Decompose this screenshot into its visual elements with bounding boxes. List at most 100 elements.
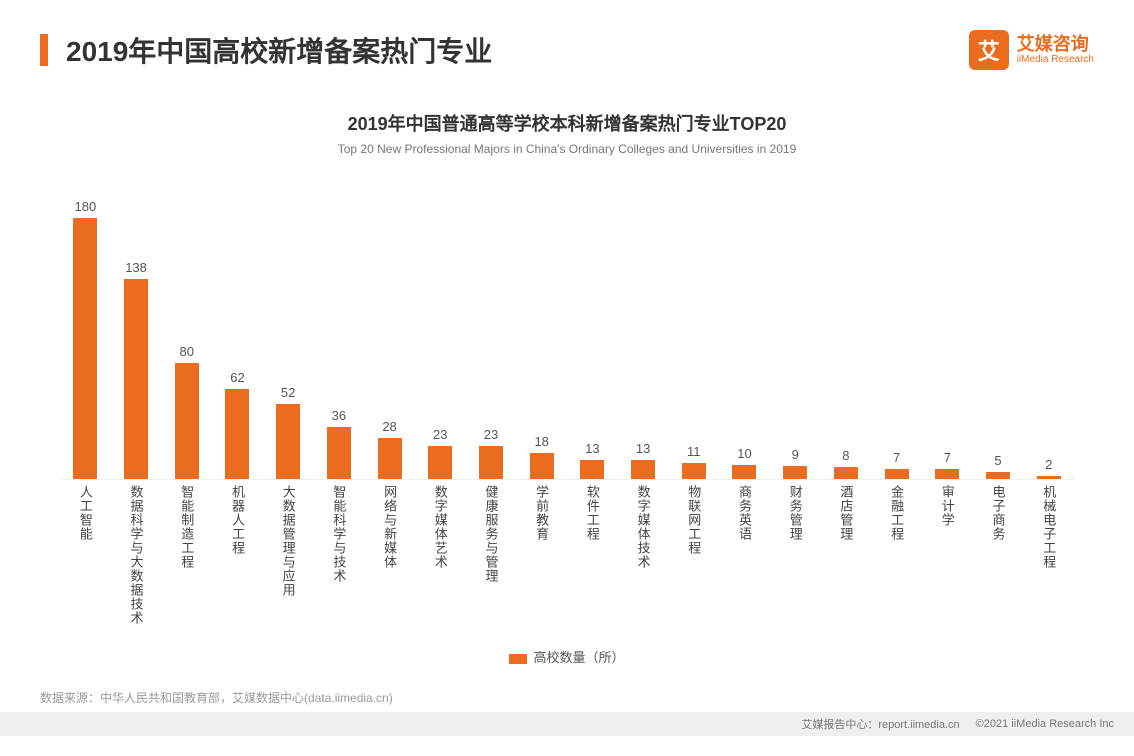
category-label: 数据科学与大数据技术 xyxy=(127,485,146,625)
category-label: 金融工程 xyxy=(887,485,906,625)
bar xyxy=(1037,476,1061,479)
bar-col: 138 xyxy=(111,260,162,479)
category-label: 数字媒体艺术 xyxy=(431,485,450,625)
label-col: 数字媒体技术 xyxy=(618,485,669,625)
category-label: 智能科学与技术 xyxy=(329,485,348,625)
label-col: 电子商务 xyxy=(973,485,1024,625)
bar-col: 7 xyxy=(922,450,973,479)
category-label: 网络与新媒体 xyxy=(380,485,399,625)
category-label: 审计学 xyxy=(938,485,957,625)
bar xyxy=(428,446,452,479)
bar-value: 13 xyxy=(585,441,599,456)
label-col: 机械电子工程 xyxy=(1023,485,1074,625)
category-label: 机械电子工程 xyxy=(1039,485,1058,625)
chart-legend: 高校数量（所） xyxy=(0,647,1134,666)
chart-labels: 人工智能 数据科学与大数据技术 智能制造工程 机器人工程 大数据管理与应用 智能科学与技术… xyxy=(60,485,1074,625)
category-label: 软件工程 xyxy=(583,485,602,625)
bar xyxy=(124,279,148,479)
label-col: 金融工程 xyxy=(871,485,922,625)
category-label: 数字媒体技术 xyxy=(634,485,653,625)
label-col: 商务英语 xyxy=(719,485,770,625)
label-col: 数字媒体艺术 xyxy=(415,485,466,625)
bar xyxy=(682,463,706,479)
bar xyxy=(530,453,554,479)
category-label: 学前教育 xyxy=(532,485,551,625)
bar-value: 36 xyxy=(332,408,346,423)
legend-swatch xyxy=(509,654,527,664)
category-label: 电子商务 xyxy=(989,485,1008,625)
category-label: 健康服务与管理 xyxy=(481,485,500,625)
label-col: 软件工程 xyxy=(567,485,618,625)
logo-icon: 艾 xyxy=(969,30,1009,70)
bar xyxy=(378,438,402,479)
logo-en: iiMedia Research xyxy=(1017,54,1094,65)
label-col: 人工智能 xyxy=(60,485,111,625)
bar-col: 52 xyxy=(263,385,314,479)
bar-value: 80 xyxy=(180,344,194,359)
category-label: 商务英语 xyxy=(735,485,754,625)
bar xyxy=(73,218,97,479)
chart-bars: 180138806252362823231813131110987752 xyxy=(60,170,1074,480)
label-col: 机器人工程 xyxy=(212,485,263,625)
bar-col: 180 xyxy=(60,199,111,479)
bar xyxy=(580,460,604,479)
bar-value: 28 xyxy=(382,419,396,434)
bar-value: 13 xyxy=(636,441,650,456)
bar-col: 36 xyxy=(314,408,365,479)
label-col: 物联网工程 xyxy=(668,485,719,625)
bar-value: 23 xyxy=(433,427,447,442)
bar-col: 2 xyxy=(1023,457,1074,479)
label-col: 网络与新媒体 xyxy=(364,485,415,625)
title-wrap: 2019年中国高校新增备案热门专业 xyxy=(40,30,492,70)
bar-value: 9 xyxy=(792,447,799,462)
label-col: 财务管理 xyxy=(770,485,821,625)
bar-col: 80 xyxy=(161,344,212,479)
bar-col: 18 xyxy=(516,434,567,479)
bar-value: 7 xyxy=(944,450,951,465)
bar-value: 5 xyxy=(994,453,1001,468)
label-col: 大数据管理与应用 xyxy=(263,485,314,625)
bar xyxy=(732,465,756,480)
bar-value: 18 xyxy=(534,434,548,449)
chart-title-en: Top 20 New Professional Majors in China'… xyxy=(0,142,1134,156)
bar xyxy=(986,472,1010,479)
chart-title-cn: 2019年中国普通高等学校本科新增备案热门专业TOP20 xyxy=(0,110,1134,136)
bar-col: 13 xyxy=(618,441,669,479)
category-label: 财务管理 xyxy=(786,485,805,625)
footer-copyright: ©2021 iiMedia Research Inc xyxy=(976,718,1114,730)
bar-value: 52 xyxy=(281,385,295,400)
header: 2019年中国高校新增备案热门专业 艾 艾媒咨询 iiMedia Researc… xyxy=(40,30,1094,70)
label-col: 智能科学与技术 xyxy=(314,485,365,625)
category-label: 机器人工程 xyxy=(228,485,247,625)
label-col: 健康服务与管理 xyxy=(466,485,517,625)
logo-cn: 艾媒咨询 xyxy=(1017,35,1094,55)
category-label: 人工智能 xyxy=(76,485,95,625)
bar xyxy=(834,467,858,479)
bar xyxy=(327,427,351,479)
bar-col: 23 xyxy=(415,427,466,479)
bar-col: 13 xyxy=(567,441,618,479)
bar-value: 180 xyxy=(75,199,97,214)
label-col: 学前教育 xyxy=(516,485,567,625)
bar-col: 10 xyxy=(719,446,770,480)
category-label: 物联网工程 xyxy=(684,485,703,625)
bar-value: 7 xyxy=(893,450,900,465)
bar xyxy=(885,469,909,479)
bar-col: 23 xyxy=(466,427,517,479)
bar-value: 138 xyxy=(125,260,147,275)
bar-value: 11 xyxy=(687,444,701,459)
bar-col: 8 xyxy=(821,448,872,479)
bar-value: 8 xyxy=(842,448,849,463)
chart-titles: 2019年中国普通高等学校本科新增备案热门专业TOP20 Top 20 New … xyxy=(0,110,1134,156)
category-label: 大数据管理与应用 xyxy=(279,485,298,625)
bar xyxy=(225,389,249,479)
category-label: 智能制造工程 xyxy=(177,485,196,625)
footer-report: 艾媒报告中心：report.iimedia.cn xyxy=(801,716,959,732)
page-title: 2019年中国高校新增备案热门专业 xyxy=(66,30,492,70)
bar-col: 11 xyxy=(668,444,719,479)
chart-area: 180138806252362823231813131110987752 人工智… xyxy=(60,170,1074,626)
label-col: 数据科学与大数据技术 xyxy=(111,485,162,625)
bar xyxy=(783,466,807,479)
bar-col: 9 xyxy=(770,447,821,479)
label-col: 酒店管理 xyxy=(821,485,872,625)
